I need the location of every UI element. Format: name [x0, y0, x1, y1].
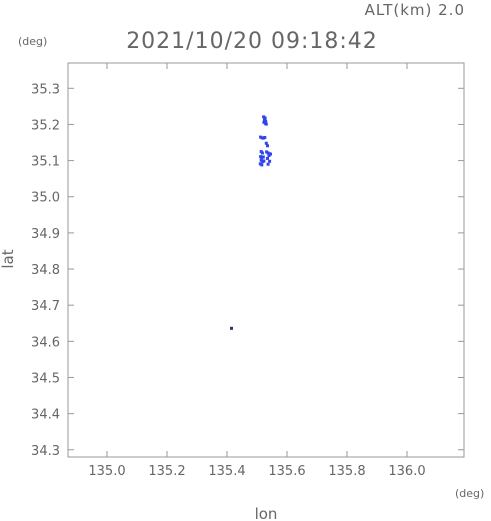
y-tick-label: 34.5: [31, 371, 60, 386]
data-point: [264, 119, 268, 123]
y-tick-label: 34.9: [31, 227, 60, 242]
y-tick-label: 34.4: [31, 408, 60, 423]
x-tick-label: 135.2: [148, 464, 185, 479]
x-axis-title: lon: [255, 505, 278, 521]
y-tick-label: 34.8: [31, 263, 60, 278]
data-point: [266, 144, 269, 148]
x-tick-label: 135.8: [328, 464, 365, 479]
y-tick-label: 34.7: [31, 299, 60, 314]
data-point: [260, 151, 264, 155]
plot-area-frame: [67, 62, 465, 458]
y-tick-label: 35.1: [31, 155, 60, 170]
y-tick-label: 35.2: [31, 118, 60, 133]
y-tick-label: 35.0: [31, 191, 60, 206]
x-axis: 135.0 135.2 135.4 135.6 135.8 136.0: [88, 63, 426, 479]
y-axis-unit: (deg): [18, 35, 47, 48]
data-point: [262, 159, 266, 163]
y-axis: 34.3 34.4 34.5 34.6 34.7 34.8 34.9 35.0 35.1 35.2…: [31, 82, 464, 459]
data-point: [268, 159, 272, 163]
x-tick-label: 135.4: [208, 464, 245, 479]
data-point: [266, 156, 269, 160]
data-point: [266, 162, 270, 166]
y-tick-label: 34.3: [31, 444, 60, 459]
data-point: [264, 122, 268, 126]
data-point: [267, 154, 271, 158]
y-tick-label: 35.3: [31, 82, 60, 97]
data-point: [264, 141, 268, 145]
x-tick-label: 135.6: [268, 464, 305, 479]
data-point: [260, 163, 264, 167]
timestamp-title: 2021/10/20 09:18:42: [126, 29, 378, 54]
x-tick-label: 136.0: [388, 464, 425, 479]
data-points: [230, 115, 272, 330]
y-axis-title: lat: [0, 249, 17, 268]
y-tick-label: 34.6: [31, 335, 60, 350]
altitude-label: ALT(km) 2.0: [365, 1, 465, 19]
data-point: [230, 326, 233, 330]
data-point: [261, 155, 265, 159]
x-axis-unit: (deg): [455, 487, 484, 500]
data-point: [263, 116, 267, 120]
x-tick-label: 135.0: [88, 464, 125, 479]
data-point: [263, 135, 267, 139]
